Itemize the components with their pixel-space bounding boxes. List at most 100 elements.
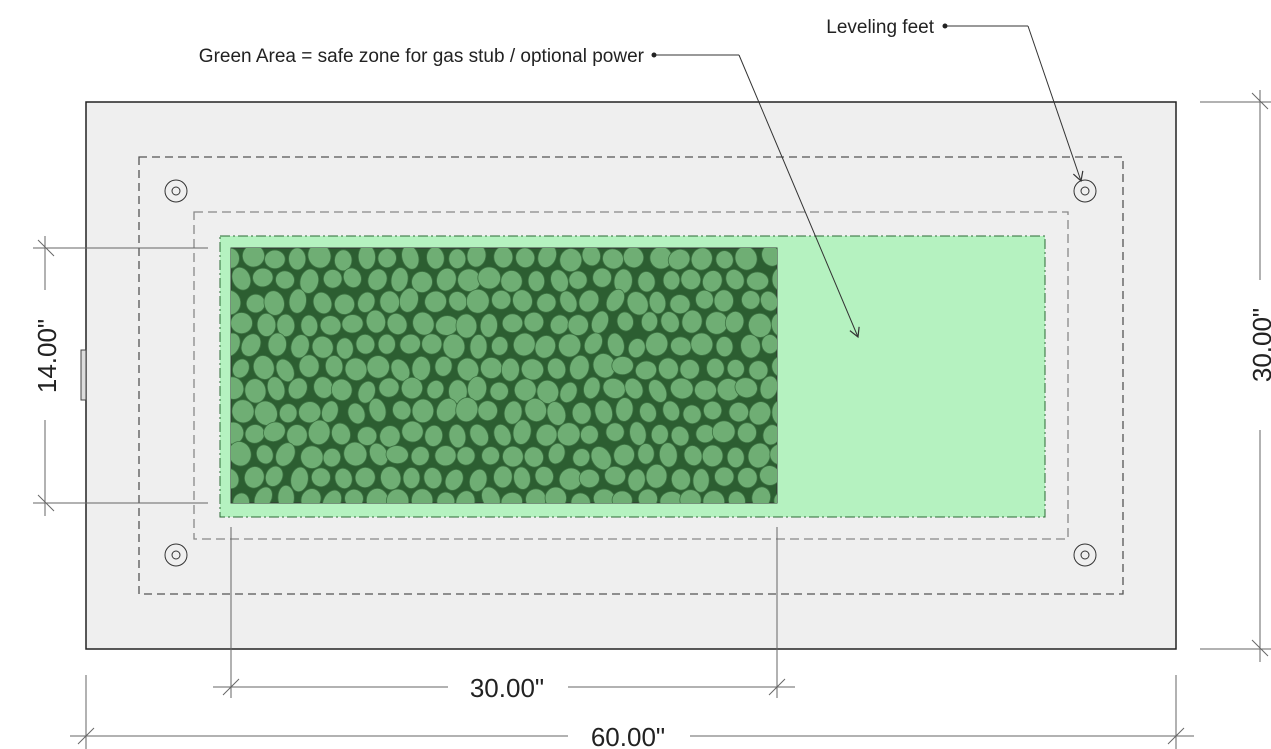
pebble [748, 312, 772, 338]
pebble [231, 248, 240, 269]
pebble [377, 248, 397, 269]
pebble [368, 397, 387, 423]
pebble [347, 402, 366, 425]
pebble [670, 377, 694, 400]
pebble [569, 354, 590, 381]
pebble [679, 359, 700, 380]
pebble [469, 468, 488, 492]
pebble [523, 311, 545, 333]
pebble [544, 486, 567, 503]
dimension-burner-height [33, 236, 208, 516]
pebble [442, 333, 466, 360]
pebble [252, 267, 274, 288]
pebble [411, 398, 435, 424]
pebble [465, 288, 490, 314]
pebble [715, 336, 734, 358]
pebble [411, 271, 433, 293]
pebble [298, 401, 322, 424]
pebble [380, 466, 402, 491]
pebble [759, 375, 777, 400]
pebble [662, 270, 681, 291]
pebble [645, 463, 668, 489]
pebble [278, 403, 298, 424]
pebble [594, 399, 613, 425]
pebble [424, 290, 447, 313]
pebble [713, 289, 734, 313]
dimension-burner-length [213, 527, 795, 698]
pebble [231, 468, 240, 489]
pebble [702, 490, 725, 503]
pebble [493, 465, 513, 489]
pebble [761, 334, 777, 355]
pebble [760, 290, 777, 312]
pebble [341, 314, 364, 334]
pebble [421, 333, 443, 355]
pebble [321, 400, 339, 423]
pebble [410, 446, 430, 466]
pebble [572, 448, 591, 467]
pebble [324, 355, 344, 378]
pebble [400, 377, 424, 400]
callout-leveling-feet: Leveling feet [826, 17, 1084, 183]
pebble [288, 248, 307, 271]
pebble [426, 248, 445, 270]
pebble [615, 397, 634, 422]
frame-outline-dashed [138, 156, 1124, 595]
pebble [479, 313, 498, 338]
pebble [559, 381, 578, 403]
pebble [377, 333, 396, 355]
pebble [637, 443, 655, 465]
pebble [491, 336, 509, 356]
pebble [426, 380, 445, 400]
dimension-burner-height-text: 14.00" [32, 319, 62, 393]
pebble [670, 425, 690, 447]
pebble [277, 484, 295, 503]
pebble [466, 248, 487, 268]
pebble [613, 443, 635, 467]
pebble [444, 469, 464, 491]
pebble [401, 420, 424, 443]
pebble [455, 490, 476, 503]
pebble [378, 377, 400, 398]
pebble [501, 313, 524, 333]
pebble [658, 357, 679, 380]
pebble [711, 420, 736, 443]
pebble [769, 443, 777, 466]
callout-green-area-text: Green Area = safe zone for gas stub / op… [199, 46, 645, 67]
pebble [694, 379, 717, 401]
callout-leveling-feet-dot [942, 23, 948, 29]
pebble [366, 355, 390, 379]
pebble [695, 289, 714, 310]
pebble [252, 355, 275, 380]
pebble [232, 492, 250, 503]
dimension-table-length [70, 675, 1194, 749]
pebble [682, 404, 702, 425]
pebble [726, 446, 745, 469]
pebble [724, 311, 745, 334]
pebble [715, 250, 734, 270]
pebble [232, 358, 250, 379]
pebble [455, 313, 478, 339]
pebble [629, 421, 647, 446]
callout-green-area-dot [651, 52, 657, 58]
pebble [502, 445, 524, 468]
pebble [658, 442, 678, 468]
pebble [385, 488, 410, 503]
pebble [290, 466, 309, 493]
pebble [434, 445, 457, 467]
callout-leveling-feet-text: Leveling feet [826, 17, 934, 38]
pebble [604, 465, 626, 486]
pebble [670, 468, 691, 491]
pebble [491, 289, 512, 310]
pebble [607, 332, 625, 357]
pebble [624, 377, 644, 400]
pebble [513, 378, 537, 402]
pebble [369, 442, 389, 466]
pebble [386, 312, 408, 336]
pebble [622, 248, 645, 269]
pebble [645, 331, 669, 357]
pebble [627, 338, 646, 359]
pebble [298, 354, 320, 378]
pebble [770, 312, 777, 338]
